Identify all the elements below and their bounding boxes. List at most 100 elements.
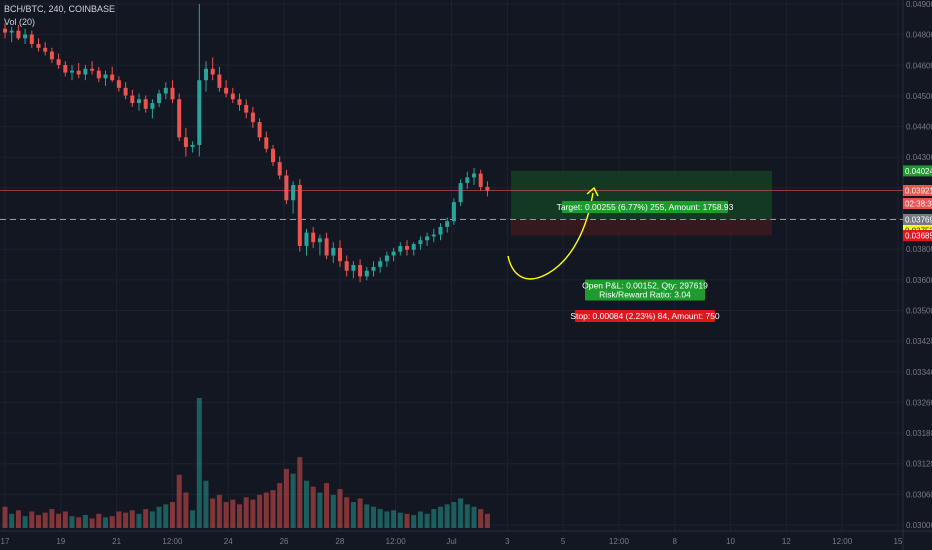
volume-bar (431, 509, 437, 528)
candle-body (291, 185, 296, 201)
candle-body (478, 173, 483, 187)
x-tick-label: 3 (505, 537, 510, 546)
volume-bar (170, 502, 175, 528)
volume-bar (464, 504, 470, 528)
volume-bar (203, 480, 209, 528)
candle-body (244, 104, 249, 113)
candle-body (3, 28, 7, 33)
candle-body (458, 183, 463, 203)
volume-bar (116, 511, 122, 528)
price-tag-entry-text: 0.03769 (905, 215, 932, 224)
candle-body (351, 265, 356, 271)
x-tick-label: 12:00 (162, 537, 183, 546)
volume-bar (371, 506, 376, 528)
volume-bar (377, 509, 383, 528)
volume-bar (156, 506, 162, 528)
stop-label: Stop: 0.00084 (2.23%) 84, Amount: 750 (570, 311, 720, 321)
volume-bar (250, 499, 256, 528)
volume-bar (350, 502, 356, 528)
volume-bar (458, 498, 464, 528)
price-tag-entry (903, 213, 932, 225)
candle-body (123, 87, 128, 96)
candle-body (250, 112, 255, 123)
volume-bar (136, 513, 142, 528)
candle-body (418, 240, 423, 245)
candle-body (170, 87, 175, 100)
volume-bar (69, 516, 75, 528)
volume-bar (391, 510, 397, 528)
candle-body (16, 30, 21, 39)
x-tick-label: 10 (726, 537, 735, 546)
candle-body (163, 87, 168, 94)
x-tick-label: 12:00 (386, 537, 407, 546)
volume-bar (216, 494, 222, 528)
candle-body (438, 226, 443, 235)
candle-body (297, 185, 302, 246)
candle-body (472, 173, 476, 178)
volume-bar (364, 504, 370, 528)
candle-body (56, 59, 61, 65)
candle-body (304, 232, 309, 246)
volume-bar (337, 489, 343, 528)
volume-bar (109, 516, 115, 528)
volume-bar (129, 510, 135, 528)
candle-body (103, 74, 108, 79)
candle-body (405, 245, 409, 250)
volume-bar (223, 502, 229, 528)
candle-body (130, 95, 135, 104)
volume-bar (357, 498, 363, 528)
volume-bar (478, 509, 484, 528)
x-tick-label: 12 (782, 537, 791, 546)
candle-body (364, 270, 369, 277)
price-tag-stop (903, 229, 932, 241)
volume-bar (9, 513, 15, 528)
x-tick-label: 8 (673, 537, 678, 546)
volume-bar (176, 474, 182, 528)
x-tick-label: 5 (561, 537, 566, 546)
symbol-title: BCH/BTC, 240, COINBASE (4, 4, 116, 14)
volume-bar (56, 513, 62, 528)
candle-body (431, 234, 436, 237)
target-label-bg (562, 201, 728, 213)
target-label: Target: 0.00255 (6.77%) 255, Amount: 175… (557, 202, 734, 212)
volume-bar (22, 516, 28, 528)
candle-body (257, 122, 262, 138)
volume-bar (183, 492, 189, 528)
volume-bar (471, 506, 477, 528)
pnl-label-bg (585, 279, 705, 301)
volume-bar (82, 515, 88, 528)
volume-bar (417, 511, 423, 528)
x-tick-label: 12:00 (832, 537, 853, 546)
price-tag-target-text: 0.04024 (905, 167, 932, 176)
candle-body (317, 238, 322, 243)
volume-bar (49, 509, 55, 528)
volume-bar (324, 483, 330, 528)
price-tag-current (903, 185, 932, 197)
candle-body (49, 51, 54, 60)
volume-bar (290, 473, 296, 528)
candle-body (224, 87, 229, 94)
candle-body (204, 68, 208, 81)
candle-body (271, 148, 275, 163)
volume-indicator-label: Vol (20) (4, 17, 36, 27)
candle-body (43, 47, 48, 52)
candle-body (485, 186, 490, 191)
candle-body (338, 247, 342, 262)
price-tag-countdown-text: 02:38:37 (905, 200, 932, 209)
volume-bar (304, 480, 309, 528)
candle-body (190, 144, 195, 147)
candle-body (217, 74, 222, 88)
volume-bar (2, 506, 8, 528)
candle-body (157, 93, 162, 104)
candle-body (177, 99, 182, 138)
candle-body (83, 68, 88, 75)
candle-body (324, 238, 329, 256)
x-tick-label: 12:00 (609, 537, 630, 546)
stop-label-bg (575, 310, 715, 322)
candle-body (264, 137, 269, 149)
